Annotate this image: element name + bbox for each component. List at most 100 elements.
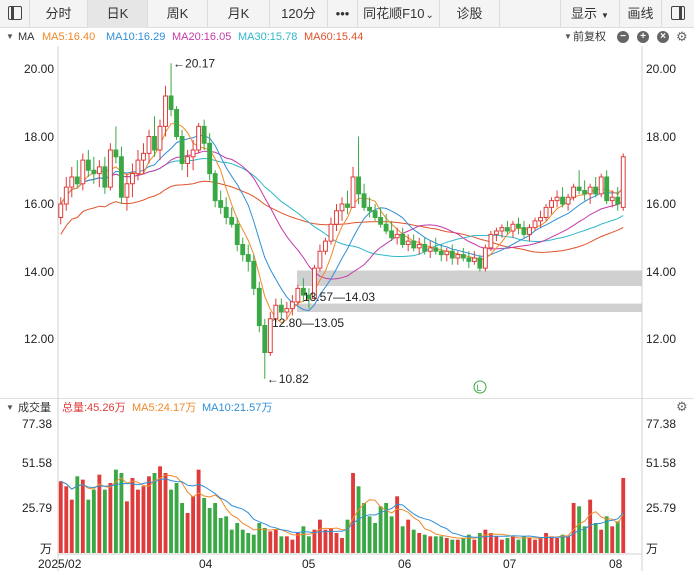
volume-bar: [119, 472, 124, 553]
volume-bar: [345, 519, 350, 553]
settings-gear-icon[interactable]: ⚙: [676, 29, 688, 44]
volume-bar: [389, 516, 394, 553]
candle-body: [190, 149, 196, 158]
candle-body: [102, 166, 108, 188]
time-tick: 04: [199, 557, 213, 571]
adjust-dropdown[interactable]: 前复权: [573, 31, 606, 43]
reset-button[interactable]: ×: [657, 31, 669, 43]
candle-body: [455, 254, 461, 259]
volume-settings-gear-icon[interactable]: ⚙: [676, 399, 688, 414]
price-tick-right: 12.00: [646, 332, 677, 346]
price-tick-left: 14.00: [24, 265, 55, 279]
tab-daily-k[interactable]: 日K: [88, 0, 148, 28]
volume-bar: [549, 536, 554, 553]
candle-body: [328, 223, 334, 242]
volume-bar: [91, 489, 96, 553]
candle-body: [554, 196, 560, 202]
collapse-right-button[interactable]: [662, 0, 694, 28]
candle-body: [433, 247, 439, 252]
volume-bar: [125, 501, 129, 553]
more-periods-button[interactable]: •••: [328, 0, 358, 28]
candle-body: [345, 203, 350, 208]
volume-bar: [406, 519, 411, 553]
candle-body: [118, 156, 124, 198]
volume-unit-right: 万: [646, 542, 659, 556]
tab-intraday[interactable]: 分时: [30, 0, 88, 28]
limit-marker-label: L: [477, 383, 482, 393]
collapse-left-button[interactable]: [0, 0, 30, 28]
ma30-value: MA30:15.78: [238, 31, 298, 43]
display-menu[interactable]: 显示 ▼: [560, 0, 620, 28]
ma60-value: MA60:15.44: [304, 31, 364, 43]
candle-body: [372, 210, 378, 218]
candle-body: [152, 136, 157, 151]
candle-body: [422, 244, 428, 252]
candle-body: [141, 152, 146, 161]
tab-diagnosis[interactable]: 诊股: [440, 0, 500, 28]
volume-bar: [240, 529, 245, 553]
volume-bar: [555, 537, 559, 553]
volume-bar: [373, 522, 378, 553]
volume-bar: [411, 529, 416, 553]
candle-body: [107, 149, 113, 188]
volume-bar: [428, 536, 433, 553]
volume-bar: [113, 469, 118, 553]
candle-body: [278, 304, 284, 313]
candle-body: [593, 186, 599, 195]
gap-zone-lower-label: 12.80—13.05: [272, 316, 344, 330]
volume-bar: [246, 532, 251, 553]
candle-body: [538, 217, 543, 222]
price-tick-left: 12.00: [24, 332, 55, 346]
volume-bar: [494, 536, 499, 553]
candle-body: [576, 186, 582, 191]
volume-bar: [251, 534, 256, 553]
display-label: 显示: [571, 6, 598, 21]
tab-monthly-k[interactable]: 月K: [208, 0, 270, 28]
volume-bar: [147, 476, 151, 553]
volume-bar: [610, 526, 615, 553]
volume-bar: [362, 502, 366, 553]
volume-bar: [312, 529, 317, 553]
volume-tick-left: 51.58: [22, 456, 53, 470]
f10-dropdown[interactable]: 同花顺F10⌄: [358, 0, 440, 28]
candle-body: [273, 304, 279, 320]
time-tick: 08: [609, 557, 623, 571]
candle-body: [532, 220, 538, 229]
candle-body: [311, 267, 317, 299]
price-tick-right: 20.00: [646, 62, 677, 76]
zoom-out-button[interactable]: −: [617, 31, 629, 43]
candle-body: [350, 176, 356, 208]
volume-bar: [334, 532, 339, 553]
panel-left-icon: [8, 6, 22, 20]
volume-bar: [295, 532, 300, 553]
volume-tick-right: 51.58: [646, 456, 677, 470]
ma20-line: [60, 150, 624, 280]
ma10-value: MA10:16.29: [106, 31, 166, 43]
volume-bar: [367, 516, 372, 553]
volume-bar: [422, 534, 427, 553]
zoom-in-button[interactable]: +: [637, 31, 649, 43]
volume-bar: [235, 522, 240, 553]
volume-bar: [340, 537, 344, 553]
ma-legend: ▼ MA MA5:16.40 MA10:16.29 MA20:16.05 MA3…: [0, 28, 694, 46]
volume-bar: [152, 472, 157, 553]
volume-bar: [262, 527, 267, 553]
candle-body: [124, 183, 130, 198]
candle-body: [113, 149, 119, 158]
volume-bar: [224, 516, 229, 553]
tab-120min[interactable]: 120分: [270, 0, 328, 28]
candle-body: [74, 176, 80, 185]
volume-collapse-caret-icon[interactable]: ▼: [6, 403, 14, 412]
collapse-caret-icon[interactable]: ▼: [6, 32, 14, 41]
candle-body: [135, 159, 141, 175]
draw-line-button[interactable]: 画线: [620, 0, 662, 28]
volume-bar: [268, 531, 273, 553]
candle-body: [256, 287, 262, 326]
volume-bar: [58, 481, 63, 553]
candle-body: [91, 169, 97, 175]
volume-bar: [433, 536, 438, 553]
tab-weekly-k[interactable]: 周K: [148, 0, 208, 28]
candle-body: [163, 95, 168, 127]
candle-body: [234, 223, 240, 245]
